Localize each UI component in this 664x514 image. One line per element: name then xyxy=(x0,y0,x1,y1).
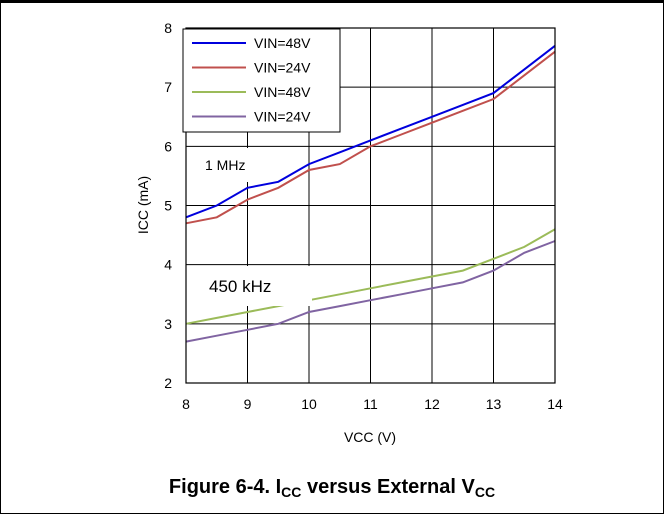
series-line-3 xyxy=(185,228,556,325)
line-chart: 8 9 10 11 12 13 14 2 3 4 5 6 7 8 VCC (V) ICC (mA) 1 … xyxy=(135,20,563,445)
caption-middle: versus External V xyxy=(301,476,475,498)
series-line-4 xyxy=(185,240,556,343)
x-axis-label: VCC (V) xyxy=(344,429,396,445)
x-tick-label: 14 xyxy=(547,396,563,412)
annotation-1mhz: 1 MHz xyxy=(205,157,245,173)
x-tick-label: 13 xyxy=(486,396,502,412)
caption-sub-vcc: CC xyxy=(474,484,496,500)
legend-label-1: VIN=48V xyxy=(254,35,311,51)
legend-box xyxy=(182,28,341,133)
y-tick-label: 5 xyxy=(164,198,172,214)
annotation-450khz: 450 kHz xyxy=(209,277,271,296)
y-tick-label: 8 xyxy=(164,20,172,36)
legend-label-4: VIN=24V xyxy=(254,109,311,125)
caption-sub-icc: CC xyxy=(281,484,302,500)
top-border-rule xyxy=(0,0,664,3)
x-tick-label: 11 xyxy=(363,396,378,412)
legend-label-3: VIN=48V xyxy=(254,84,311,100)
y-tick-label: 3 xyxy=(164,316,172,332)
legend-label-2: VIN=24V xyxy=(254,60,311,76)
x-tick-label: 10 xyxy=(301,396,317,412)
y-tick-label: 7 xyxy=(164,79,172,95)
y-tick-label: 4 xyxy=(164,257,172,273)
annotation-450khz-box xyxy=(202,266,312,306)
x-tick-label: 8 xyxy=(182,396,190,412)
series-line-1 xyxy=(185,45,556,219)
x-tick-label: 12 xyxy=(424,396,440,412)
y-tick-labels: 2 3 4 5 6 7 8 xyxy=(164,20,172,391)
plot-area-border xyxy=(185,27,556,384)
series-line-2 xyxy=(185,50,556,225)
y-tick-label: 6 xyxy=(164,138,172,154)
series-lines xyxy=(185,45,556,343)
caption-prefix: Figure 6-4. I xyxy=(168,476,282,498)
legend: VIN=48V VIN=24V VIN=48V VIN=24V xyxy=(182,28,341,133)
annotation-1mhz-box xyxy=(197,148,267,182)
x-tick-labels: 8 9 10 11 12 13 14 xyxy=(182,396,563,412)
y-tick-label: 2 xyxy=(164,375,172,391)
figure-caption: Figure 6-4. ICC versus External VCC xyxy=(0,476,664,500)
y-axis-label: ICC (mA) xyxy=(135,176,151,234)
x-tick-label: 9 xyxy=(244,396,252,412)
